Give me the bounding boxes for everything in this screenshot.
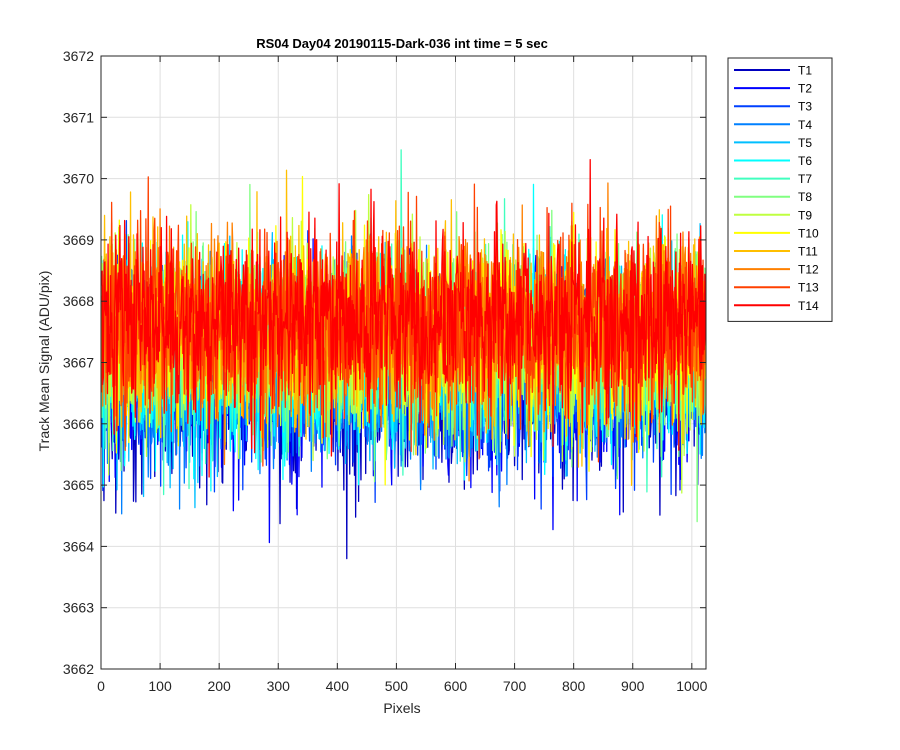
legend: T1 T2 T3 T4 T5 T6 T7 T8 T9 T10 T11 T12 T13 T14: [727, 57, 833, 322]
y-tick-label: 3662: [63, 661, 94, 677]
y-tick-label: 3664: [63, 538, 94, 554]
legend-label: T7: [798, 172, 812, 186]
legend-label: T13: [798, 281, 819, 295]
legend-label: T8: [798, 190, 812, 204]
x-tick-label: 700: [503, 678, 527, 694]
legend-label: T1: [798, 64, 812, 78]
x-tick-label: 100: [148, 678, 172, 694]
series-line-t14: [101, 159, 706, 478]
y-tick-label: 3668: [63, 293, 94, 309]
y-tick-label: 3669: [63, 232, 94, 248]
axes: 0 100 200 300 400 500 600 700 800 900 1000 3662 3663…: [63, 48, 708, 694]
chart-title: RS04 Day04 20190115-Dark-036 int time = …: [256, 36, 548, 51]
x-tick-label: 500: [385, 678, 409, 694]
y-tick-label: 3663: [63, 600, 94, 616]
legend-label: T14: [798, 299, 819, 313]
legend-label: T12: [798, 263, 819, 277]
x-tick-label: 300: [267, 678, 291, 694]
y-tick-label: 3671: [63, 109, 94, 125]
legend-box: [727, 57, 833, 322]
x-tick-label: 200: [207, 678, 231, 694]
legend-label: T5: [798, 136, 812, 150]
legend-label: T2: [798, 82, 812, 96]
y-tick-label: 3665: [63, 477, 94, 493]
legend-label: T9: [798, 208, 812, 222]
legend-label: T6: [798, 154, 812, 168]
x-axis-label: Pixels: [383, 700, 420, 716]
x-tick-label: 0: [97, 678, 105, 694]
x-tick-label: 900: [621, 678, 645, 694]
legend-label: T11: [798, 245, 818, 259]
x-tick-label: 1000: [676, 678, 707, 694]
y-tick-label: 3667: [63, 355, 94, 371]
y-axis-label: Track Mean Signal (ADU/pix): [36, 271, 52, 452]
legend-label: T4: [798, 118, 812, 132]
x-tick-label: 800: [562, 678, 586, 694]
legend-label: T10: [798, 226, 819, 240]
legend-label: T3: [798, 100, 812, 114]
series-lines: [101, 149, 706, 560]
y-tick-label: 3670: [63, 171, 94, 187]
y-tick-label: 3666: [63, 416, 94, 432]
x-tick-label: 400: [326, 678, 350, 694]
y-tick-label: 3672: [63, 48, 94, 64]
x-tick-label: 600: [444, 678, 468, 694]
